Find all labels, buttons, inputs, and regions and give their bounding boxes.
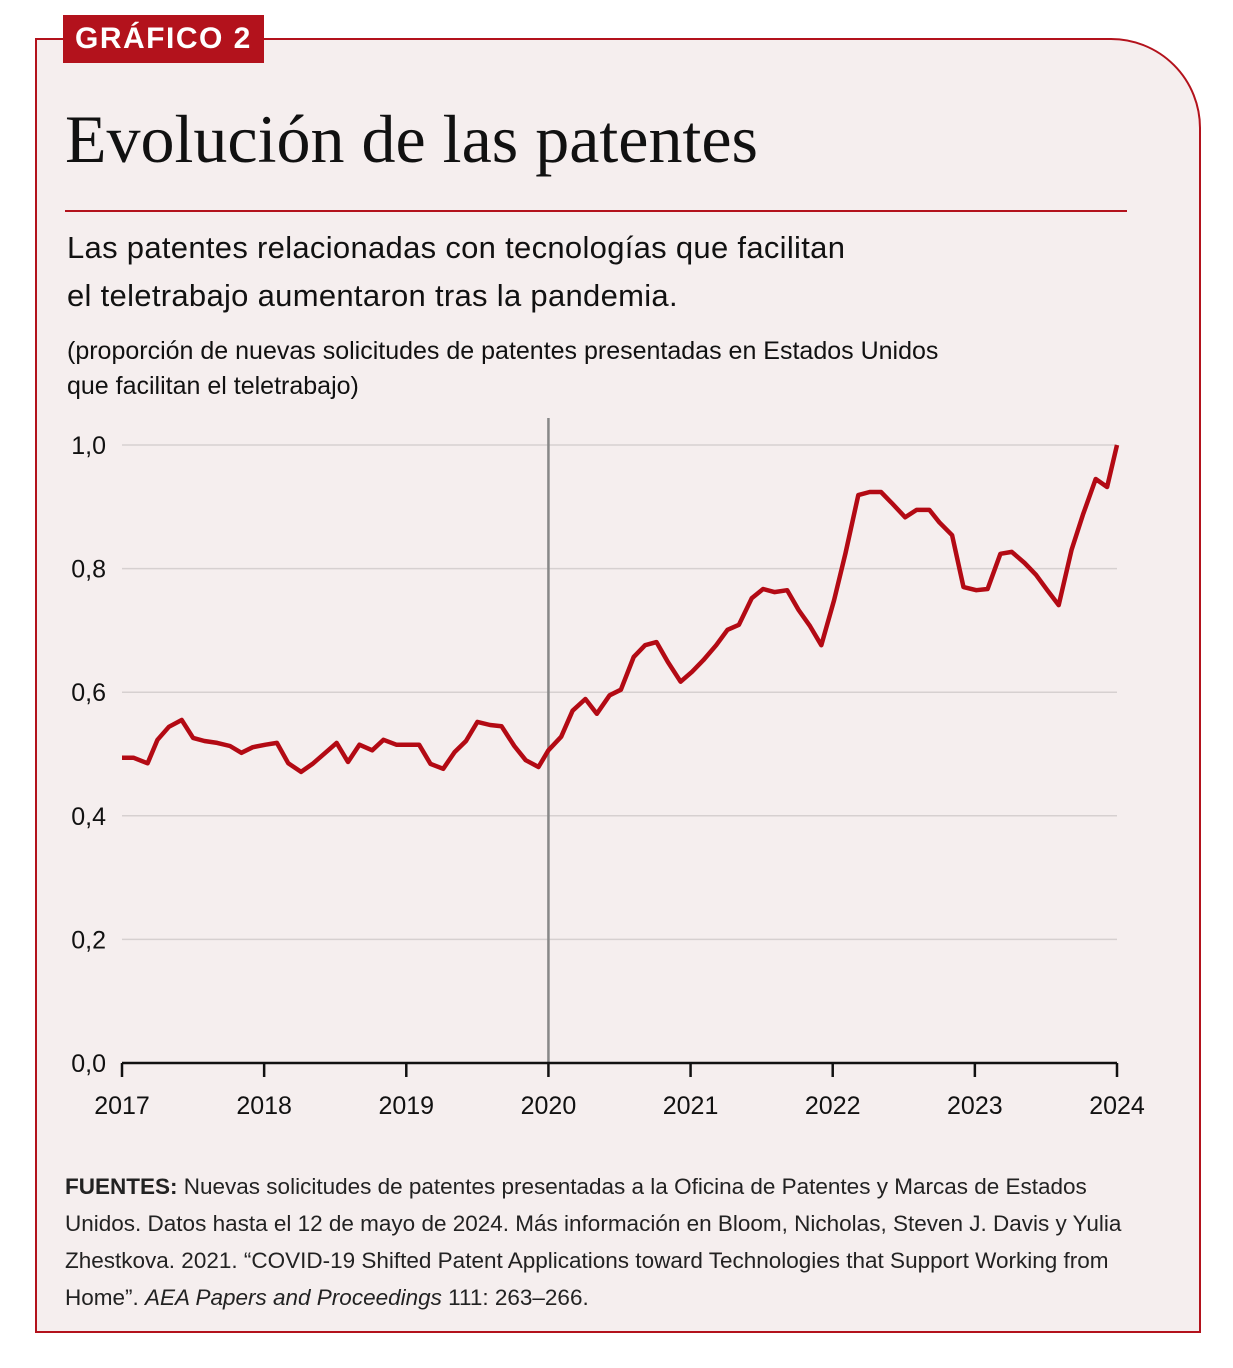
x-tick-label: 2024: [1089, 1092, 1145, 1120]
x-tick-label: 2018: [236, 1092, 292, 1120]
source-journal: AEA Papers and Proceedings: [145, 1285, 442, 1310]
source-label: FUENTES:: [65, 1174, 178, 1199]
x-tick-label: 2022: [805, 1092, 861, 1120]
x-tick-label: 2019: [378, 1092, 434, 1120]
source-text: Nuevas solicitudes de patentes presentad…: [65, 1174, 1122, 1310]
y-tick-label: 0,2: [71, 926, 106, 954]
y-label: que facilitan el teletrabajo): [67, 372, 359, 400]
frame: [35, 38, 1201, 1333]
y-tick-label: 0,0: [71, 1050, 106, 1078]
data-line: [122, 444, 1120, 775]
y-tick-label: 0,8: [71, 556, 106, 584]
source-end: 111: 263–266.: [448, 1285, 589, 1310]
x-tick-label: 2017: [94, 1092, 150, 1120]
x-tick-label: 2020: [521, 1092, 577, 1120]
y-tick-label: 1,0: [71, 432, 106, 460]
y-tick-label: 0,4: [71, 803, 106, 831]
x-tick-label: 2023: [947, 1092, 1003, 1120]
subtitle: Las patentes relacionadas con tecnología…: [67, 230, 846, 265]
badge: GRÁFICO 2: [63, 15, 264, 63]
y-label: (proporción de nuevas solicitudes de pat…: [67, 337, 939, 365]
source: FUENTES: Nuevas solicitudes de patentes …: [65, 1168, 1155, 1316]
title-rule: [65, 210, 1127, 212]
x-tick-label: 2021: [663, 1092, 719, 1120]
subtitle: el teletrabajo aumentaron tras la pandem…: [67, 278, 678, 313]
chart-title: Evolución de las patentes: [65, 101, 759, 177]
y-tick-label: 0,6: [71, 679, 106, 707]
